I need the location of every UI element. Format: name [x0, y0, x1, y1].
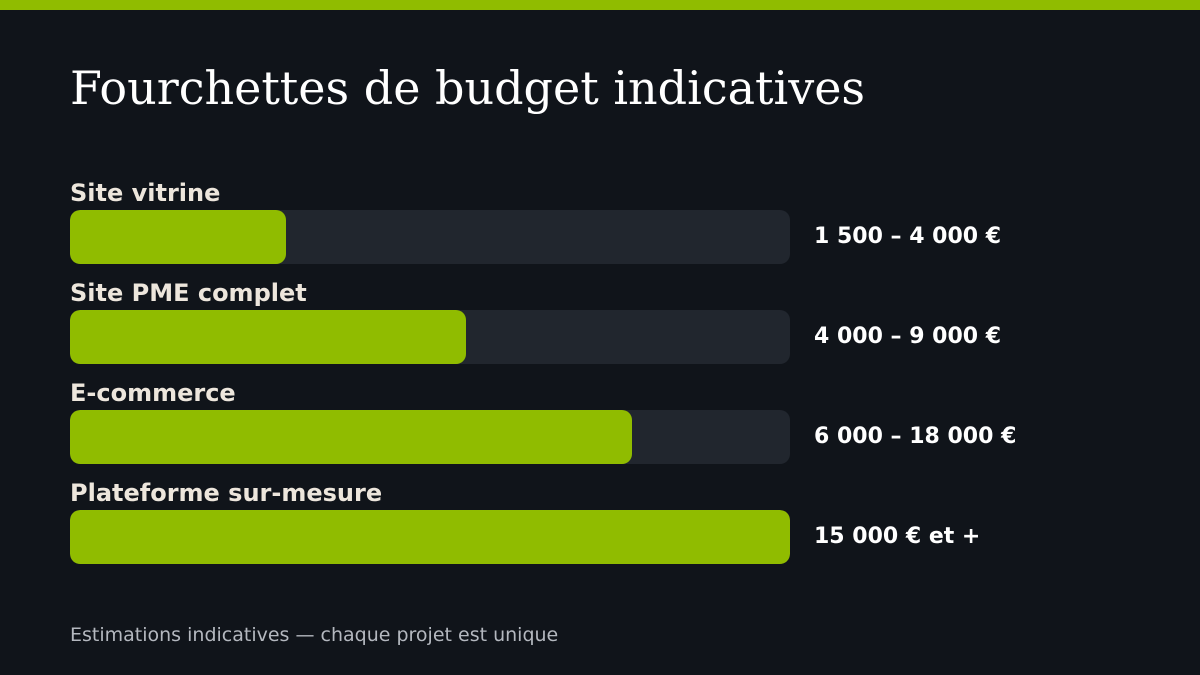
- bar-value-label: 1 500 – 4 000 €: [814, 224, 1002, 249]
- bar-value-label: 15 000 € et +: [814, 524, 981, 549]
- bar-track: [70, 310, 790, 364]
- bar-label: E-commerce: [70, 379, 236, 407]
- top-accent-bar: [0, 0, 1200, 10]
- bar-track: [70, 210, 790, 264]
- bar-track: [70, 510, 790, 564]
- bar-value-label: 6 000 – 18 000 €: [814, 424, 1017, 449]
- bar-fill: [70, 410, 632, 464]
- bar-label: Site vitrine: [70, 179, 221, 207]
- footnote: Estimations indicatives — chaque projet …: [70, 624, 559, 646]
- bar-label: Plateforme sur-mesure: [70, 479, 383, 507]
- bar-fill: [70, 510, 790, 564]
- page-title: Fourchettes de budget indicatives: [70, 61, 866, 115]
- bar-value-label: 4 000 – 9 000 €: [814, 324, 1002, 349]
- bar-label: Site PME complet: [70, 279, 307, 307]
- bar-fill: [70, 310, 466, 364]
- bar-track: [70, 410, 790, 464]
- bar-fill: [70, 210, 286, 264]
